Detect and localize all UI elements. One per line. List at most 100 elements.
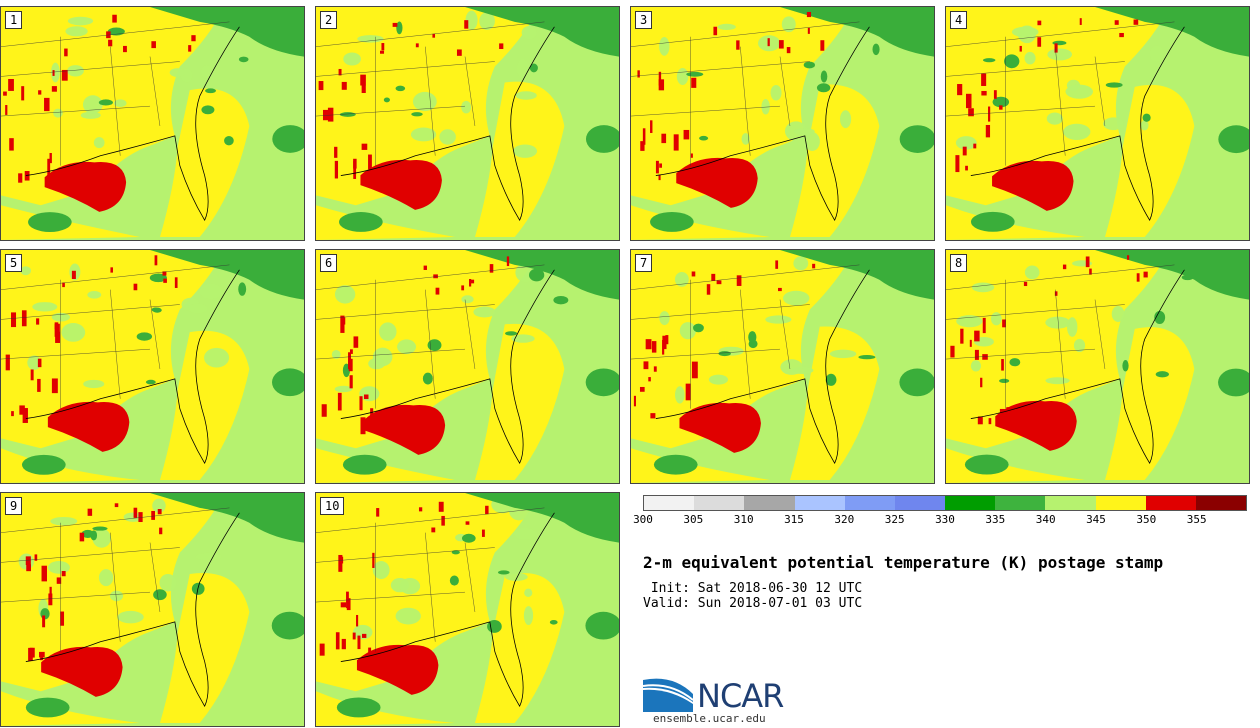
green-patch [61, 323, 86, 342]
red-streak [489, 264, 494, 273]
red-streak [1002, 319, 1006, 328]
red-streak [51, 378, 58, 394]
coastline [25, 512, 240, 708]
red-streak [807, 27, 810, 34]
green-patch [971, 282, 995, 293]
green-patch [109, 590, 124, 602]
red-streak [691, 77, 697, 88]
colorbar-tick-label: 320 [834, 513, 855, 526]
red-streak [22, 408, 28, 423]
dark-green-patch [411, 112, 423, 117]
red-streak [335, 632, 340, 650]
colorbar-segment [744, 496, 795, 510]
green-patch [1140, 120, 1149, 131]
red-streak [1001, 359, 1004, 371]
dark-green-patch [238, 282, 247, 296]
dark-green-patch [999, 378, 1010, 383]
red-streak [658, 79, 665, 91]
red-streak [955, 155, 960, 173]
dark-green-patch [145, 379, 156, 385]
red-streak [5, 354, 10, 371]
red-gulf-region [992, 160, 1074, 211]
map-plot [1, 250, 304, 483]
green-patch [67, 16, 94, 26]
red-streak [767, 38, 770, 47]
ncar-logo-icon [643, 678, 694, 712]
panel-label: 3 [635, 11, 653, 29]
dark-green-region [899, 368, 934, 397]
dark-green-region [653, 454, 698, 475]
red-gulf-region [995, 400, 1077, 451]
red-streak [108, 39, 113, 47]
red-streak [18, 173, 23, 183]
red-streak [71, 270, 76, 280]
dark-green-patch [497, 570, 510, 575]
red-streak [38, 90, 42, 95]
panel-label: 1 [5, 11, 23, 29]
yellow-region [1, 250, 225, 449]
green-patch [511, 334, 535, 343]
red-streak [322, 109, 329, 121]
ensemble-panel-10: 10 [315, 492, 620, 727]
red-streak [685, 383, 691, 401]
red-streak [1119, 32, 1124, 38]
red-streak [1127, 255, 1130, 260]
panel-label: 4 [950, 11, 968, 29]
coastline [970, 269, 1185, 465]
yellow-region [159, 88, 250, 238]
red-streak [637, 70, 640, 78]
dark-green-region [650, 211, 694, 232]
dark-green-region [21, 454, 66, 475]
red-streak [356, 614, 359, 627]
green-patch [1046, 112, 1063, 125]
dark-green-patch [153, 589, 167, 601]
red-streak [21, 310, 27, 327]
green-patch [505, 573, 528, 581]
dark-green-patch [92, 526, 108, 531]
red-streak [661, 133, 667, 144]
red-streak [1114, 20, 1119, 25]
red-streak [441, 515, 445, 526]
dark-green-region [150, 7, 304, 57]
red-streak [655, 160, 659, 174]
colorbar-tick-label: 330 [935, 513, 955, 526]
ensemble-panel-2: 2 [315, 6, 620, 241]
red-streak [3, 91, 7, 96]
coastline [970, 26, 1185, 222]
red-streak [988, 106, 991, 122]
dark-green-patch [201, 105, 215, 115]
red-streak [49, 153, 52, 164]
red-streak [999, 105, 1003, 110]
dark-green-patch [98, 99, 113, 106]
green-patch [123, 512, 143, 522]
red-streak [376, 508, 380, 517]
red-streak [1133, 19, 1139, 25]
colorbar-segment [1145, 496, 1196, 510]
green-patch [479, 12, 495, 30]
red-streak [658, 174, 661, 181]
yellow-region [474, 573, 565, 724]
red-streak [41, 565, 47, 582]
green-patch [439, 129, 456, 145]
red-streak [981, 90, 987, 96]
dark-green-patch [383, 97, 390, 103]
red-streak [470, 279, 475, 284]
green-patch [379, 322, 397, 341]
dark-green-region [1095, 7, 1249, 57]
red-streak [1136, 273, 1140, 282]
colorbar-tick-label: 355 [1186, 513, 1207, 526]
red-gulf-region [41, 646, 123, 697]
green-patch [1111, 306, 1125, 322]
red-streak [51, 86, 57, 92]
green-patch [515, 91, 537, 100]
state-borders [1, 507, 230, 652]
ensemble-panel-7: 7 [630, 249, 935, 484]
green-patch [395, 607, 421, 625]
dark-green-patch [339, 112, 356, 117]
red-streak [37, 358, 42, 368]
colorbar-segment [1095, 496, 1146, 510]
yellow-region [789, 84, 880, 238]
green-patch [955, 136, 977, 150]
green-patch [513, 144, 538, 158]
coastline [655, 269, 870, 465]
